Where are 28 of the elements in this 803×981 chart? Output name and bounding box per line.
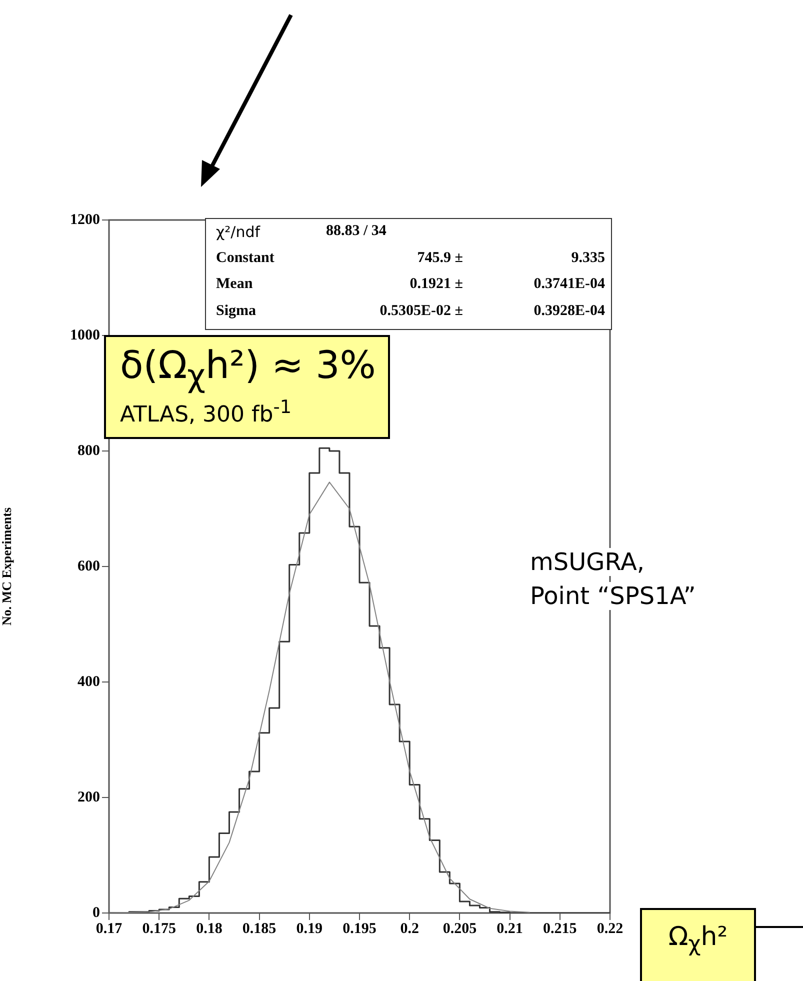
x-tick-label: 0.19 [296,920,323,937]
y-tick-label: 800 [78,442,100,459]
annotation: ATLAS, 300 fb$^{-1}$ [120,397,292,428]
y-tick-label: 0 [92,904,100,921]
x-tick-label: 0.205 [442,920,477,937]
y-tick-label: 600 [78,558,100,574]
y-tick-label: 1000 [70,327,100,344]
x-tick-label: 0.2 [400,920,419,937]
x-tick-label: 0.185 [242,920,276,937]
y-tick-label: 200 [78,789,100,806]
text: Mean 0.1921 ± 0.3741E-04 [216,276,605,292]
x-tick-label: 0.175 [142,920,176,937]
annotation: Point “SPS1A” [530,582,696,610]
text: χ²/ndf 88.83 / 34 [216,223,386,241]
annotation: δ(Ω$_{χ}$h²) ≈ 3% [120,343,376,395]
x-tick-label: 0.195 [342,920,376,937]
x-axis-title: Ω$_{χ}$h² [667,922,729,958]
y-tick-label: 1200 [70,212,100,228]
annotation: mSUGRA, [530,548,645,576]
y-tick-label: 400 [78,674,100,690]
text: Sigma 0.5305E-02 ± 0.3928E-04 [216,302,605,318]
x-tick-label: 0.215 [543,920,577,937]
x-tick-label: 0.17 [96,920,123,937]
x-tick-label: 0.21 [496,920,523,937]
x-tick-label: 0.22 [596,920,624,937]
y-axis-title: No. MC Experiments [0,507,14,626]
text: Constant 745.9 ± 9.335 [216,250,605,266]
x-tick-label: 0.18 [196,920,222,937]
